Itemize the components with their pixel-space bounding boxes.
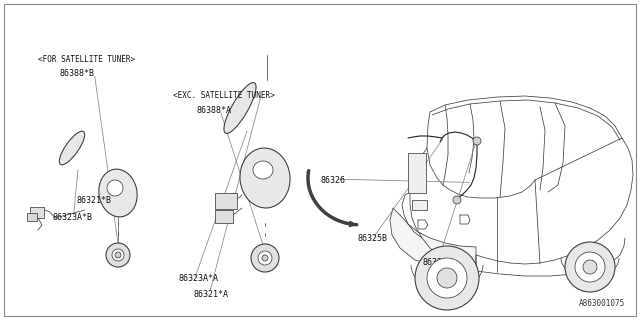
- Text: 86321*A: 86321*A: [194, 290, 228, 299]
- Circle shape: [565, 242, 615, 292]
- Bar: [30, 207, 44, 218]
- Bar: [408, 153, 426, 193]
- Circle shape: [106, 243, 130, 267]
- Circle shape: [262, 255, 268, 261]
- Text: A863001075: A863001075: [579, 299, 625, 308]
- Bar: [27, 213, 37, 221]
- Polygon shape: [390, 208, 476, 271]
- Circle shape: [251, 244, 279, 272]
- Ellipse shape: [240, 148, 290, 208]
- Text: <EXC. SATELLITE TUNER>: <EXC. SATELLITE TUNER>: [173, 91, 275, 100]
- Circle shape: [107, 180, 123, 196]
- Circle shape: [583, 260, 597, 274]
- Circle shape: [437, 268, 457, 288]
- Text: 86323A*B: 86323A*B: [52, 213, 93, 222]
- Ellipse shape: [99, 169, 137, 217]
- Ellipse shape: [224, 83, 256, 133]
- Text: 86388*A: 86388*A: [197, 106, 232, 115]
- Text: 86325: 86325: [422, 258, 448, 267]
- Text: 86326: 86326: [320, 176, 346, 185]
- Bar: [215, 193, 237, 209]
- Bar: [215, 210, 233, 223]
- Circle shape: [575, 252, 605, 282]
- Text: 86321*B: 86321*B: [77, 196, 112, 204]
- Text: <FOR SATELLITE TUNER>: <FOR SATELLITE TUNER>: [38, 55, 136, 64]
- Text: 86325B: 86325B: [358, 234, 387, 243]
- Circle shape: [427, 258, 467, 298]
- Circle shape: [453, 196, 461, 204]
- Text: 86388*B: 86388*B: [60, 69, 94, 78]
- Circle shape: [115, 252, 121, 258]
- Circle shape: [473, 137, 481, 145]
- Circle shape: [415, 246, 479, 310]
- Circle shape: [112, 249, 124, 261]
- Bar: [412, 200, 427, 210]
- Text: 86323A*A: 86323A*A: [179, 274, 218, 283]
- Circle shape: [258, 251, 272, 265]
- Ellipse shape: [253, 161, 273, 179]
- Ellipse shape: [60, 131, 84, 165]
